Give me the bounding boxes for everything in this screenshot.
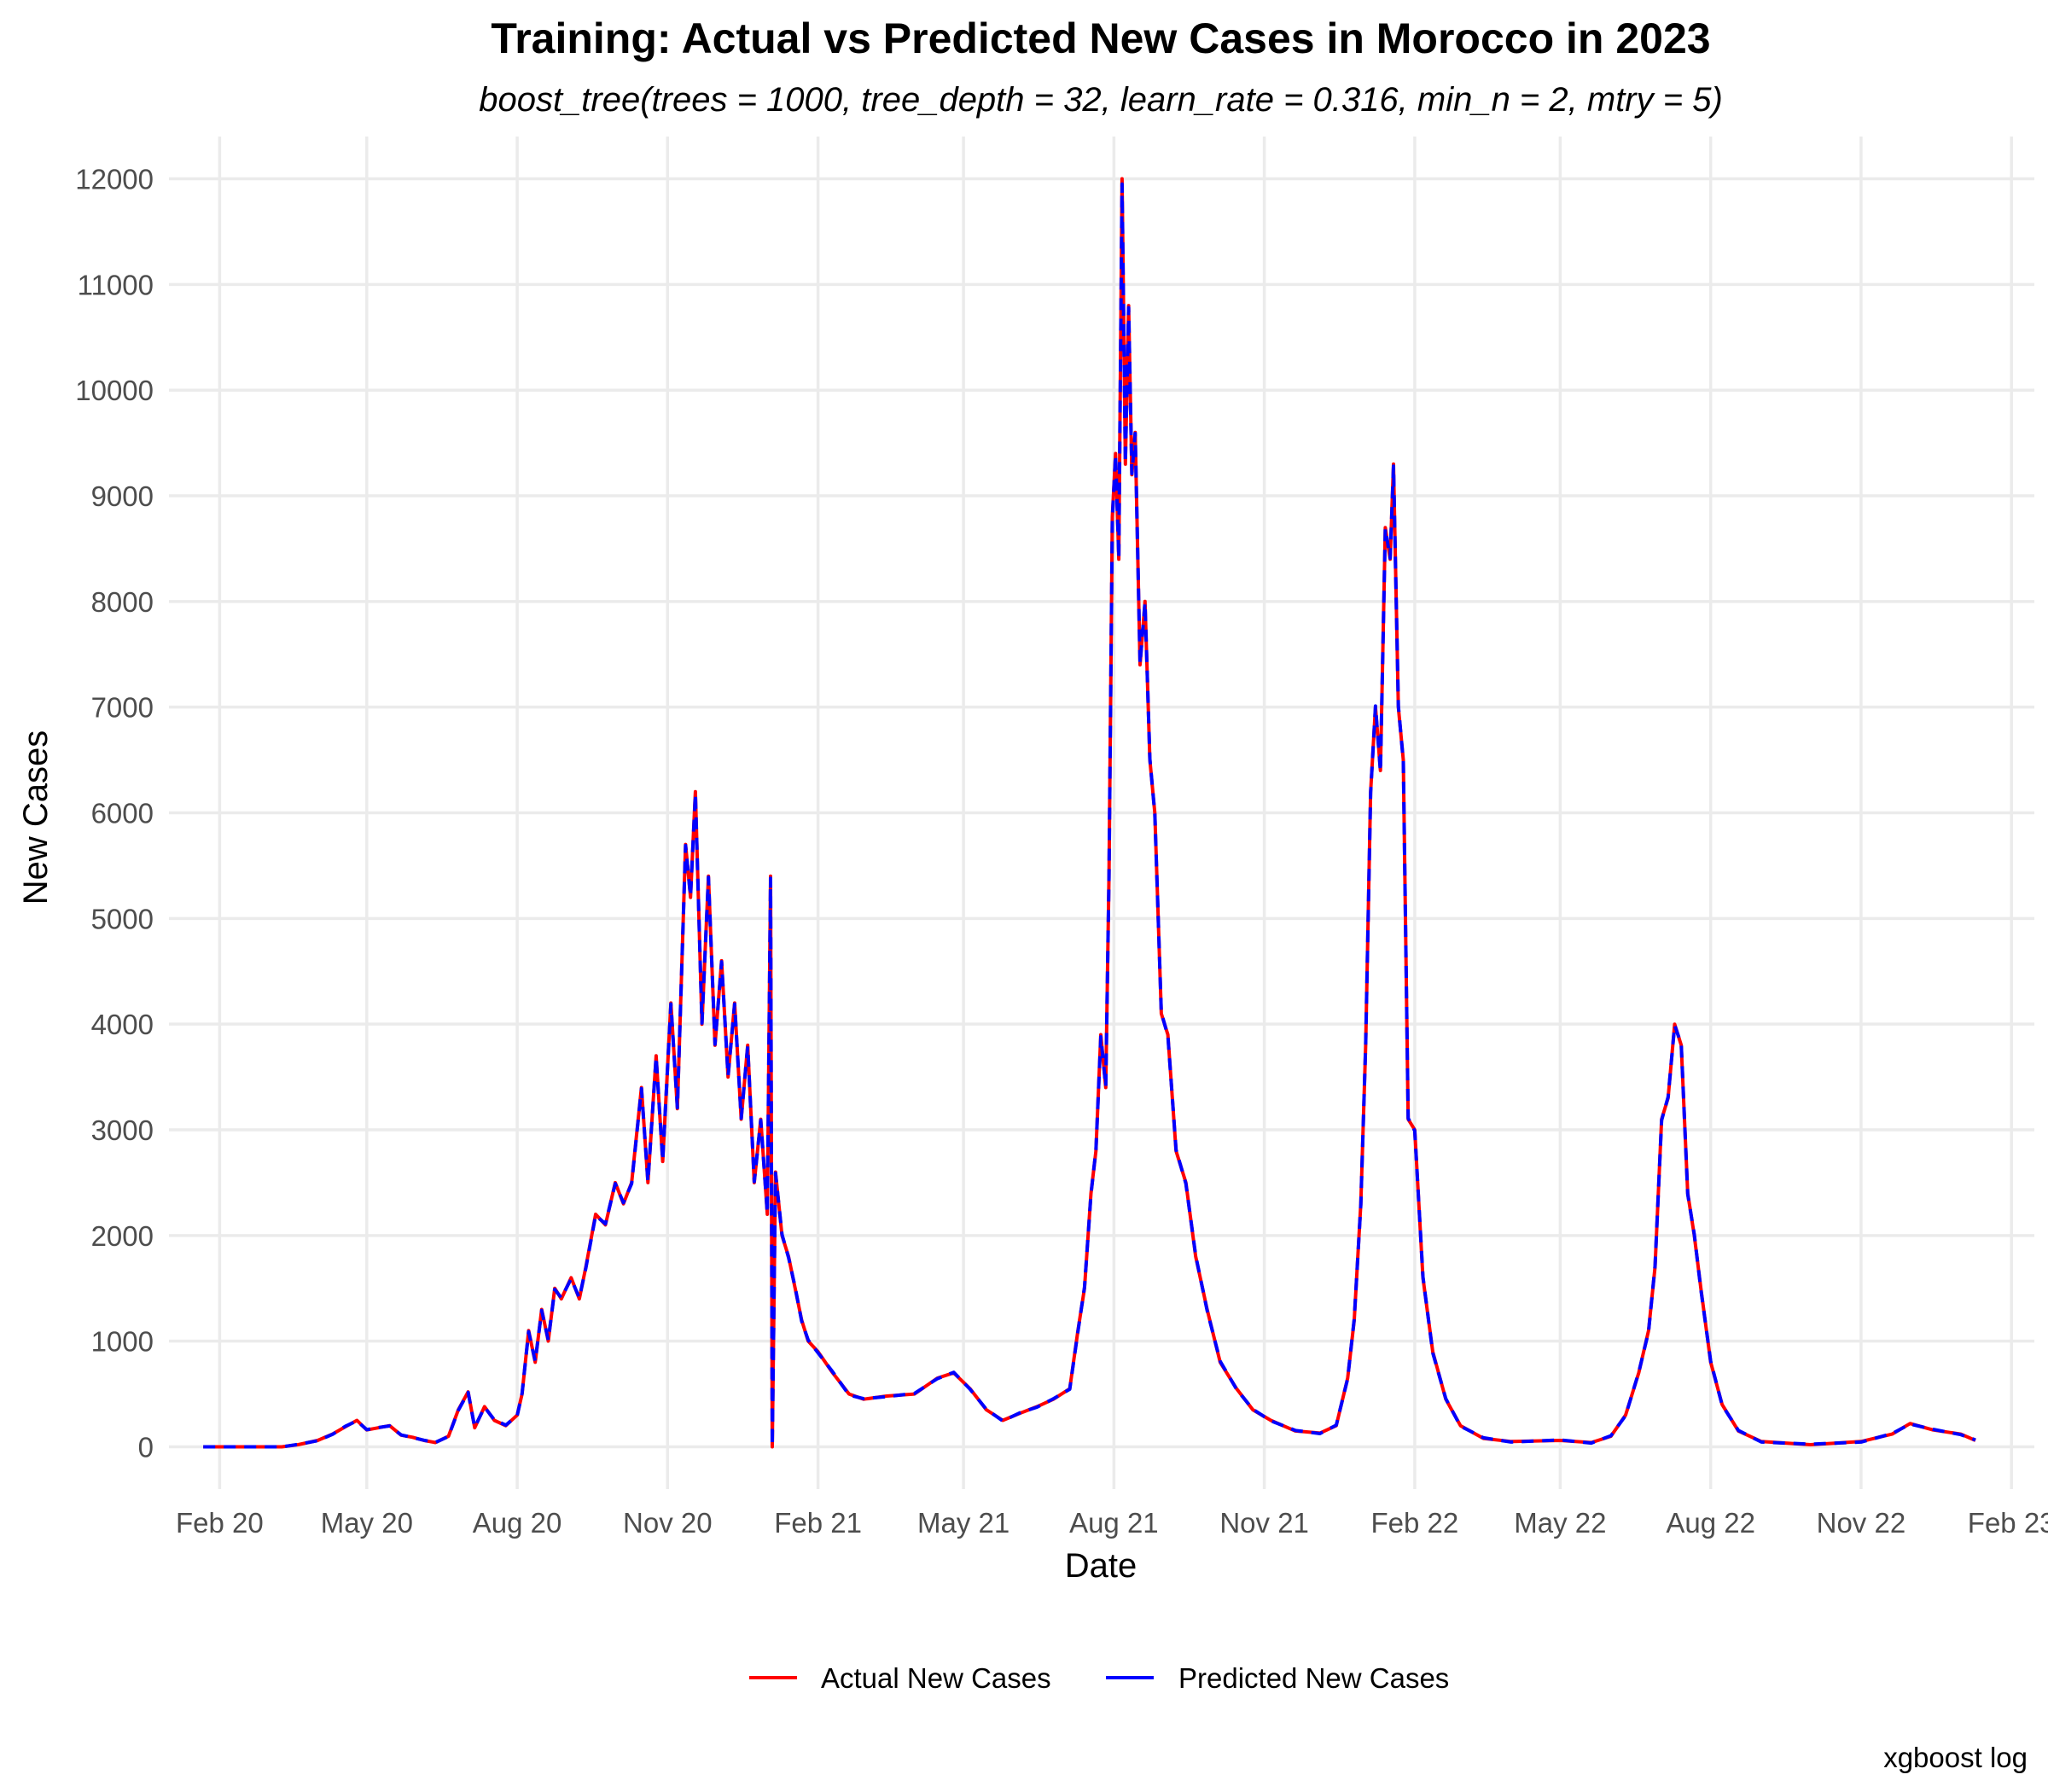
y-tick-label: 9000 xyxy=(91,480,154,512)
x-tick-label: May 20 xyxy=(321,1507,413,1539)
series-line-predicted xyxy=(203,182,1976,1449)
chart-caption: xgboost log xyxy=(1883,1742,2028,1773)
y-tick-label: 2000 xyxy=(91,1220,154,1252)
y-tick-label: 1000 xyxy=(91,1326,154,1358)
y-tick-label: 3000 xyxy=(91,1114,154,1146)
x-tick-label: Feb 22 xyxy=(1371,1507,1459,1539)
x-tick-label: Aug 20 xyxy=(473,1507,562,1539)
y-tick-label: 4000 xyxy=(91,1009,154,1040)
y-tick-label: 12000 xyxy=(75,164,154,195)
legend: Actual New Cases Predicted New Cases xyxy=(749,1662,1449,1694)
x-tick-label: Nov 21 xyxy=(1219,1507,1309,1539)
y-axis-ticks: 0 1000 2000 3000 4000 5000 6000 7000 8000 9000 100… xyxy=(75,164,154,1463)
y-tick-label: 5000 xyxy=(91,903,154,934)
y-tick-label: 11000 xyxy=(78,269,154,300)
y-tick-label: 0 xyxy=(138,1431,154,1463)
x-tick-label: Nov 22 xyxy=(1817,1507,1906,1539)
x-tick-label: Aug 22 xyxy=(1666,1507,1755,1539)
x-tick-label: May 22 xyxy=(1514,1507,1606,1539)
x-tick-label: Feb 21 xyxy=(774,1507,862,1539)
x-tick-label: Aug 21 xyxy=(1069,1507,1159,1539)
x-axis-ticks: Feb 20 May 20 Aug 20 Nov 20 Feb 21 May 21 Aug … xyxy=(176,1507,2048,1539)
chart-subtitle: boost_tree(trees = 1000, tree_depth = 32… xyxy=(479,81,1723,119)
series-lines xyxy=(203,177,1976,1449)
y-axis-title: New Cases xyxy=(17,730,55,905)
chart-title: Training: Actual vs Predicted New Cases … xyxy=(491,15,1710,62)
y-tick-label: 10000 xyxy=(75,375,154,406)
y-tick-label: 8000 xyxy=(91,586,154,618)
x-axis-title: Date xyxy=(1065,1547,1137,1585)
legend-label-predicted: Predicted New Cases xyxy=(1178,1662,1449,1694)
grid xyxy=(169,137,2034,1489)
y-tick-label: 6000 xyxy=(91,798,154,829)
legend-label-actual: Actual New Cases xyxy=(821,1662,1051,1694)
x-tick-label: Feb 20 xyxy=(176,1507,264,1539)
x-tick-label: Nov 20 xyxy=(623,1507,713,1539)
y-tick-label: 7000 xyxy=(91,692,154,724)
x-tick-label: Feb 23 xyxy=(1968,1507,2048,1539)
x-tick-label: May 21 xyxy=(917,1507,1009,1539)
